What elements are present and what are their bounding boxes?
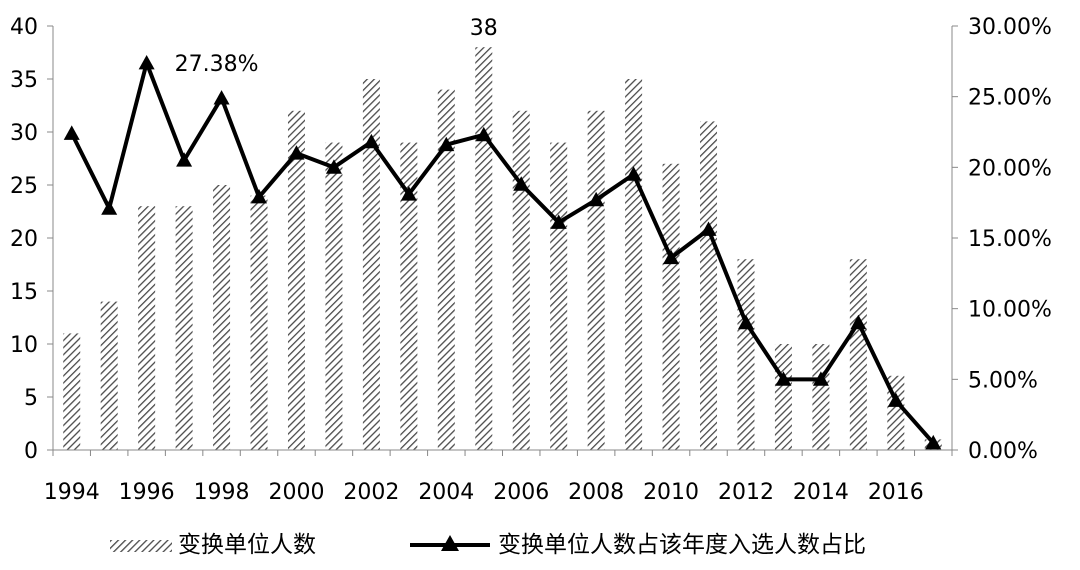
legend-triangle-icon	[441, 535, 459, 551]
bar-2015	[849, 259, 867, 450]
y-right-tick-label: 25.00%	[968, 86, 1052, 111]
legend-bar-swatch	[110, 540, 172, 552]
line-point-2008	[588, 191, 605, 207]
line-point-1995	[101, 200, 118, 215]
bar-1998	[213, 185, 231, 450]
y-right-tick-label: 30.00%	[968, 15, 1052, 40]
y-left-tick-label: 40	[10, 15, 38, 40]
line-point-2002	[363, 133, 380, 149]
legend-label-bar: 变换单位人数	[178, 532, 316, 558]
bar-1996	[138, 206, 156, 450]
line-point-2011	[700, 221, 717, 236]
y-left-tick-label: 35	[10, 68, 38, 93]
bar-series	[63, 47, 942, 451]
bar-2009	[625, 79, 643, 450]
x-tick-label: 2016	[868, 480, 924, 505]
bar-1999	[250, 195, 268, 450]
x-tick-label: 1996	[119, 480, 175, 505]
bar-2007	[550, 142, 568, 450]
x-tick-label: 2004	[418, 480, 474, 505]
y-left-tick-label: 0	[24, 439, 38, 464]
bar-2010	[662, 163, 680, 451]
line-point-1997	[176, 152, 193, 167]
y-left-tick-label: 5	[24, 386, 38, 411]
bar-2012	[737, 259, 755, 450]
bar-1995	[100, 301, 118, 450]
data-label: 38	[470, 16, 498, 41]
line-point-2009	[625, 166, 642, 181]
bar-1994	[63, 333, 81, 450]
bar-2008	[587, 110, 605, 451]
bar-2005	[475, 47, 493, 450]
bar-2003	[400, 142, 418, 450]
bar-2013	[774, 344, 792, 450]
bar-2011	[700, 121, 718, 451]
y-left-tick-label: 20	[10, 227, 38, 252]
x-tick-label: 2014	[793, 480, 849, 505]
line-point-2012	[737, 314, 754, 330]
annotations: 38 27.38%	[175, 16, 498, 77]
data-label: 27.38%	[175, 52, 259, 77]
line-point-2001	[325, 159, 342, 174]
y-left-tick-label: 30	[10, 121, 38, 146]
line-series	[63, 55, 942, 450]
line-point-1996	[138, 55, 155, 70]
line-point-2005	[475, 126, 492, 142]
bar-2000	[287, 110, 305, 451]
y-right-tick-label: 10.00%	[968, 298, 1052, 323]
x-tick-label: 2008	[568, 480, 624, 505]
bar-2001	[325, 142, 343, 450]
bar-2006	[512, 110, 530, 451]
line-point-2003	[400, 186, 417, 201]
line-point-2013	[775, 371, 792, 386]
x-tick-label: 1994	[44, 480, 100, 505]
bar-2002	[362, 79, 380, 450]
line-point-1999	[251, 189, 268, 204]
x-tick-label: 2006	[493, 480, 549, 505]
x-tick-label: 2010	[643, 480, 699, 505]
y-right-tick-label: 15.00%	[968, 227, 1052, 252]
line-point-2000	[288, 145, 305, 160]
legend-label-line: 变换单位人数占该年度入选人数占比	[498, 532, 866, 558]
line-point-2004	[438, 136, 455, 152]
line-point-2007	[550, 214, 567, 229]
y-right-tick-label: 5.00%	[968, 368, 1038, 393]
y-right-tick-label: 20.00%	[968, 156, 1052, 181]
x-tick-label: 2002	[343, 480, 399, 505]
line-point-2010	[663, 249, 680, 265]
tick-labels: 0 5 10 15 20 25 30 35 40 0.00% 5.00% 10.00% 15.00% 20…	[10, 15, 1052, 505]
line-point-1998	[213, 90, 230, 105]
bar-2004	[437, 89, 455, 450]
y-left-tick-label: 25	[10, 174, 38, 199]
line-point-2015	[850, 314, 867, 330]
line-point-2006	[513, 176, 530, 191]
line-point-2017	[925, 434, 942, 450]
bar-1997	[175, 206, 193, 450]
line-path	[69, 61, 935, 445]
y-right-tick-label: 0.00%	[968, 439, 1038, 464]
bar-2014	[812, 344, 830, 450]
line-point-1994	[63, 125, 80, 140]
x-tick-label: 2000	[268, 480, 324, 505]
axes	[47, 25, 958, 456]
x-tick-label: 1998	[194, 480, 250, 505]
line-point-2016	[887, 392, 904, 407]
legend: 变换单位人数 变换单位人数占该年度入选人数占比	[110, 532, 866, 558]
y-left-tick-label: 10	[10, 333, 38, 358]
x-tick-label: 2012	[718, 480, 774, 505]
line-point-2014	[812, 371, 829, 386]
y-left-tick-label: 15	[10, 280, 38, 305]
